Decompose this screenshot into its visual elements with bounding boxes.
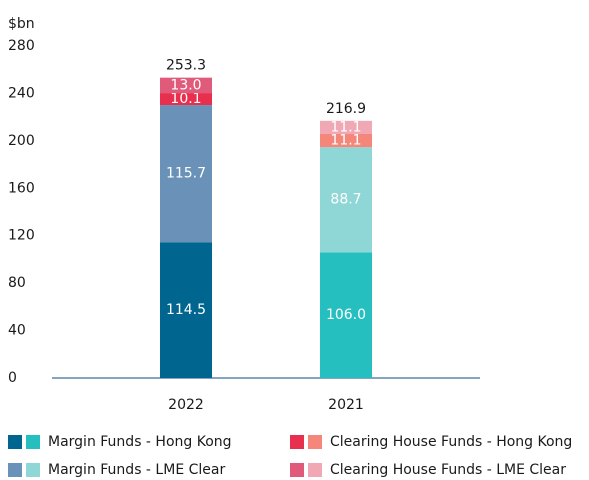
y-tick-label: 240 (8, 85, 35, 101)
x-tick-label: 2021 (328, 397, 364, 413)
value-label: 115.7 (166, 166, 206, 182)
legend-swatch (308, 435, 322, 449)
value-label: 11.1 (330, 133, 361, 149)
y-tick-label: 40 (8, 323, 26, 339)
legend-label: Margin Funds - Hong Kong (48, 434, 232, 450)
legend-label: Clearing House Funds - LME Clear (330, 462, 566, 478)
bar-segment (320, 147, 372, 253)
y-tick-label: 80 (8, 275, 26, 291)
y-tick-label: 280 (8, 38, 35, 54)
value-label: 106.0 (326, 307, 366, 323)
value-label: 13.0 (170, 77, 201, 93)
bar-segment (320, 252, 372, 378)
y-tick-label: 120 (8, 228, 35, 244)
x-tick-label: 2022 (168, 397, 204, 413)
value-label: 114.5 (166, 302, 206, 318)
bar-segment (160, 242, 212, 378)
legend-swatch (26, 435, 40, 449)
value-label: 11.1 (330, 119, 361, 135)
bar-segment (320, 133, 372, 148)
bar-segment (160, 105, 212, 243)
legend-swatch (308, 463, 322, 477)
legend-label: Clearing House Funds - Hong Kong (330, 434, 572, 450)
legend-label: Margin Funds - LME Clear (48, 462, 225, 478)
y-tick-label: 200 (8, 133, 35, 149)
total-label: 253.3 (166, 58, 206, 74)
legend-swatch (8, 435, 22, 449)
total-label: 216.9 (326, 101, 366, 117)
y-tick-label: 0 (8, 370, 17, 386)
legend-swatch (290, 463, 304, 477)
bar-segment (160, 93, 212, 106)
y-axis-label: $bn (8, 16, 35, 32)
bar-segment (160, 77, 212, 94)
legend-swatch (26, 463, 40, 477)
bar-segment (320, 120, 372, 134)
value-label: 10.1 (170, 91, 201, 107)
value-label: 88.7 (330, 192, 361, 208)
legend-swatch (8, 463, 22, 477)
legend-swatch (290, 435, 304, 449)
y-tick-label: 160 (8, 180, 35, 196)
